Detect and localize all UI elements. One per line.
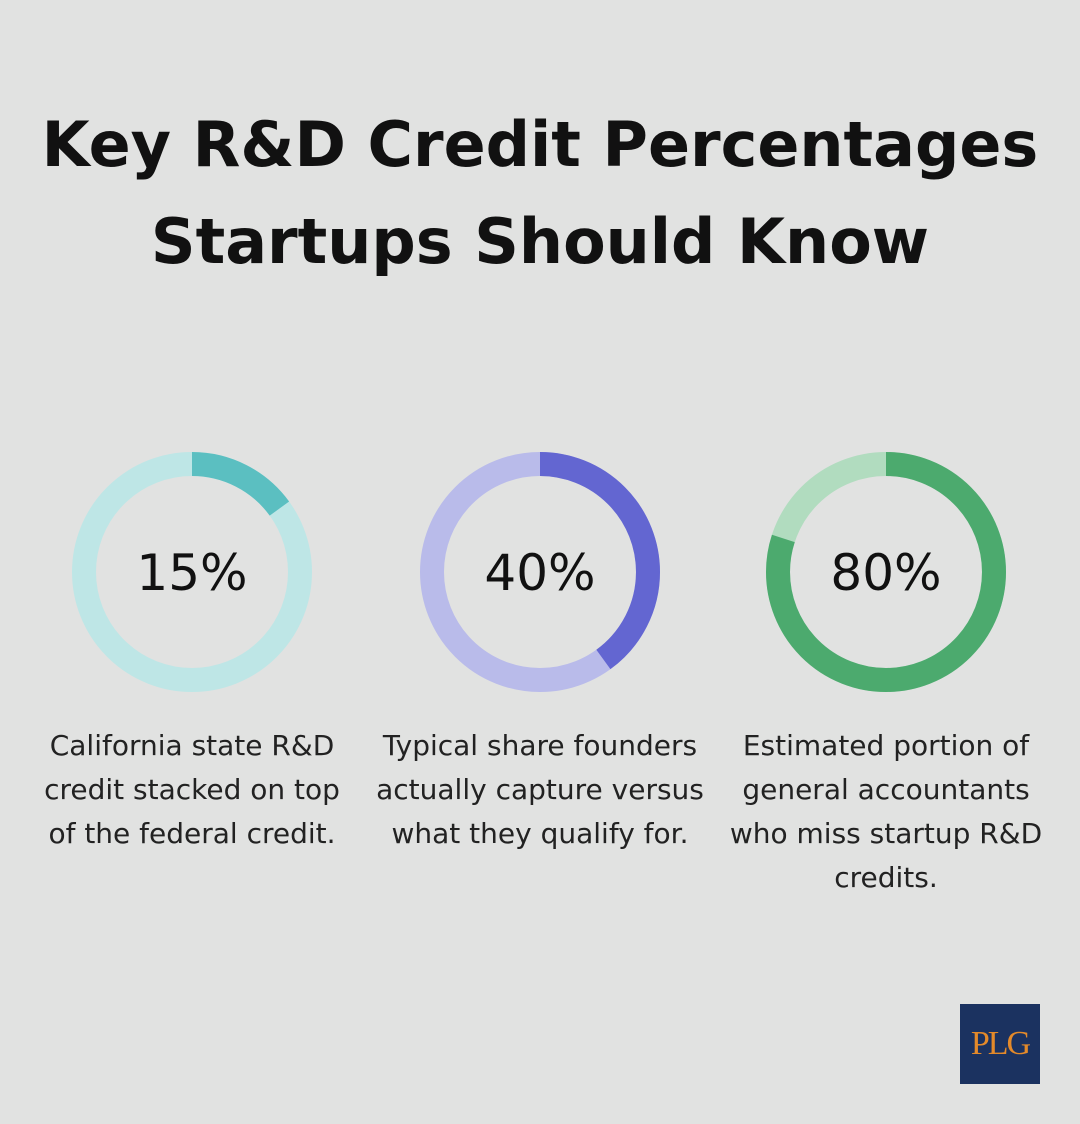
logo: PLG (960, 1004, 1040, 1084)
donut-arc (766, 452, 1006, 692)
value-label: 40% (484, 544, 595, 602)
caption: California state R&D credit stacked on t… (44, 729, 340, 850)
value-label: 15% (136, 544, 247, 602)
donut-arc (72, 452, 312, 692)
value-label: 80% (830, 544, 941, 602)
caption: Typical share founders actually capture … (376, 729, 704, 850)
title: Key R&D Credit Percentages Startups Shou… (41, 108, 1039, 278)
donut-arc (420, 452, 660, 692)
caption: Estimated portion of general accountants… (729, 729, 1043, 894)
